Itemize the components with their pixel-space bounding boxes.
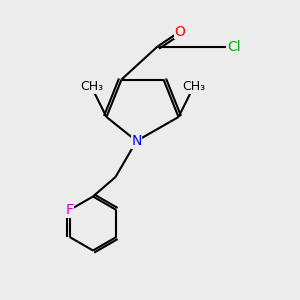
Text: N: N [131, 134, 142, 148]
Text: O: O [175, 25, 185, 38]
Text: Cl: Cl [227, 40, 241, 53]
Text: CH₃: CH₃ [182, 80, 205, 94]
Text: CH₃: CH₃ [80, 80, 103, 94]
Text: F: F [66, 203, 74, 217]
